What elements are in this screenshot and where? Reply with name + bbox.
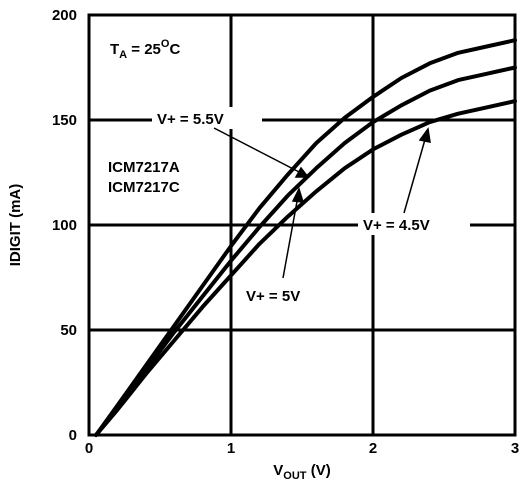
series-line-2 [94,99,517,437]
series-label-5: V+ = 5V [246,288,300,305]
label-45-bg [358,213,470,235]
x-tick-label: 2 [369,440,377,457]
device-label-2: ICM7217C [108,179,180,196]
y-axis-label: IDIGIT (mA) [7,184,24,267]
ta-label: TA = 25OC [110,38,180,61]
arrows [213,127,431,279]
arrow-5 [282,195,299,279]
y-tick-label: 150 [52,112,77,129]
series-label-45: V+ = 4.5V [363,217,430,234]
device-label-1: ICM7217A [108,159,180,176]
series-label-55: V+ = 5.5V [157,111,224,128]
arrow-5-head [291,186,305,203]
device-label-bg [106,154,202,198]
x-tick-label: 0 [85,440,93,457]
arrow-45-head [418,127,431,143]
series-group [94,38,517,437]
series-line-1 [94,65,517,437]
series-line-0 [94,38,517,437]
label-5-bg [241,284,337,306]
arrow-55-head [294,166,310,178]
y-tick-label: 50 [60,322,77,339]
y-tick-label: 200 [52,7,77,24]
ta-label-bg [108,34,208,60]
x-tick-label: 1 [227,440,235,457]
label-55-bg [152,107,262,129]
x-axis-label: VOUT (V) [273,462,330,482]
arrow-55 [213,127,304,175]
y-tick-label: 100 [52,217,77,234]
y-tick-label: 0 [69,427,77,444]
arrow-45 [403,135,427,214]
tick-labels: 0 1 2 3 0 50 100 150 200 [52,7,519,457]
x-tick-label: 3 [511,440,519,457]
